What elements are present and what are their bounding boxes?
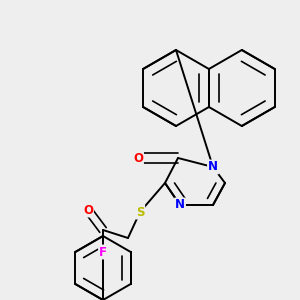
Text: O: O [133, 152, 143, 164]
Text: N: N [208, 160, 218, 173]
Text: F: F [99, 245, 107, 259]
Text: S: S [136, 206, 144, 218]
Text: O: O [83, 203, 93, 217]
Text: N: N [175, 199, 185, 212]
